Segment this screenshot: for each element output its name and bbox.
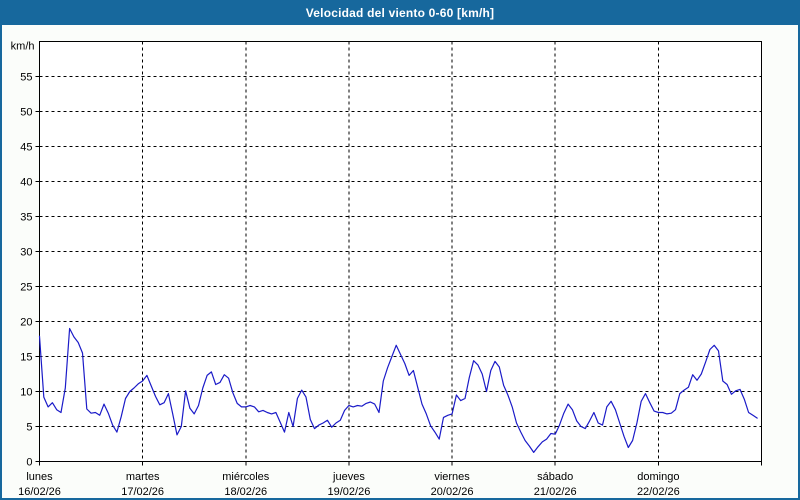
y-axis-tick-label: 20 [20,317,32,329]
y-axis-unit-label: km/h [11,41,35,53]
x-axis-day-label: miércoles [222,471,270,483]
x-axis-day-label: viernes [434,471,470,483]
y-axis-tick-label: 45 [20,142,32,154]
y-axis-tick-label: 10 [20,387,32,399]
y-axis-tick-label: 25 [20,282,32,294]
y-axis-tick-label: 55 [20,72,32,84]
x-axis-day-label: jueves [332,471,365,483]
x-axis-date-label: 22/02/26 [637,486,680,498]
x-axis-date-label: 19/02/26 [328,486,371,498]
y-axis-tick-label: 40 [20,177,32,189]
x-axis-day-label: domingo [637,471,679,483]
x-axis-date-label: 16/02/26 [18,486,61,498]
x-axis-date-label: 21/02/26 [534,486,577,498]
x-axis-date-label: 18/02/26 [224,486,267,498]
x-axis-day-label: lunes [26,471,53,483]
y-axis-tick-label: 35 [20,212,32,224]
y-axis-tick-label: 0 [26,457,32,469]
plot-border [39,41,762,462]
x-axis-date-label: 20/02/26 [431,486,474,498]
wind-speed-line [38,327,758,453]
x-axis-day-label: sábado [537,471,573,483]
x-axis-date-label: 17/02/26 [121,486,164,498]
y-axis-tick-label: 15 [20,352,32,364]
y-axis-tick-label: 5 [26,422,32,434]
chart-title: Velocidad del viento 0-60 [km/h] [305,6,495,20]
x-axis-day-label: martes [126,471,160,483]
title-bar: Velocidad del viento 0-60 [km/h] [2,2,798,25]
y-axis-tick-label: 30 [20,247,32,259]
y-axis-tick-label: 50 [20,107,32,119]
